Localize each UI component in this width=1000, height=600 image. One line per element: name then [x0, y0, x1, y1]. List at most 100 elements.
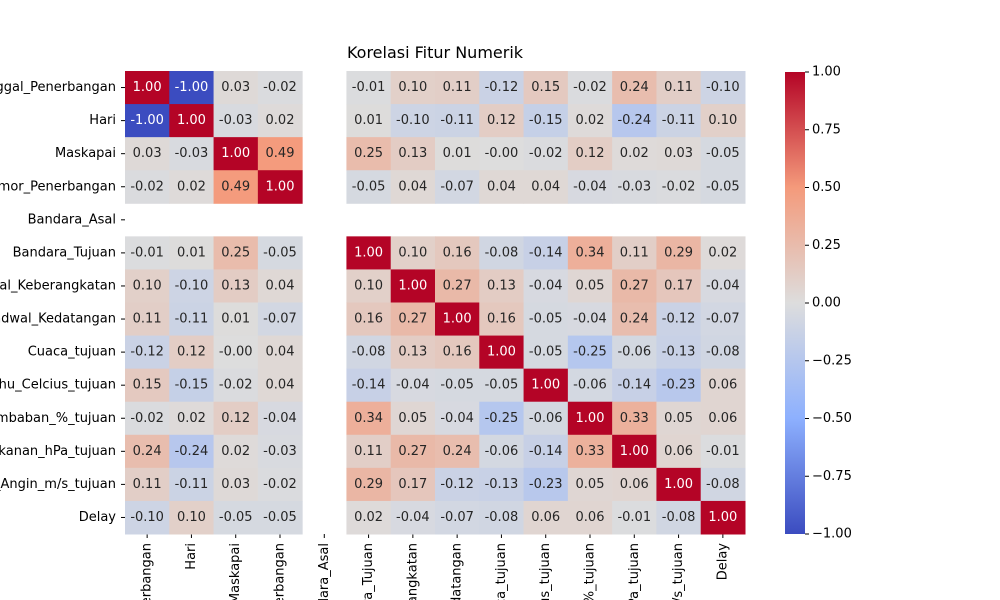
heatmap-cell [435, 104, 480, 138]
heatmap-cell [390, 401, 436, 436]
y-tick-label: Delay [79, 510, 117, 525]
heatmap-cell [567, 302, 613, 337]
cell-label: 0.33 [620, 411, 649, 426]
cell-label: 0.17 [398, 477, 427, 492]
cell-label: -0.04 [396, 510, 430, 525]
heatmap-cell [567, 368, 613, 403]
cell-label: 0.27 [443, 278, 472, 293]
heatmap-cell [125, 269, 170, 303]
cell-label: -0.10 [130, 510, 164, 525]
heatmap-cell [125, 467, 170, 502]
x-tick-label: Jadwal_Kedatangan [450, 543, 465, 600]
heatmap-cell [435, 137, 480, 171]
cell-label: 0.24 [620, 312, 649, 327]
cell-label: -0.05 [263, 245, 297, 260]
heatmap-cell [346, 401, 392, 436]
heatmap-cell [479, 401, 525, 436]
heatmap-cell [390, 467, 436, 502]
cell-label: 0.05 [664, 411, 693, 426]
cell-label: 0.13 [398, 345, 427, 360]
cell-label: -0.11 [175, 312, 209, 327]
cell-label: -0.23 [662, 378, 696, 393]
cell-label: 0.05 [398, 411, 427, 426]
x-tick-label: Maskapai [228, 543, 243, 600]
colorbar-tick-label: −1.00 [812, 527, 852, 542]
x-tick-label: Tanggal_Penerbangan [140, 543, 155, 600]
heatmap-cell [169, 500, 215, 535]
cell-label: 0.13 [398, 146, 427, 161]
y-tick-label: Maskapai [55, 146, 116, 161]
cell-label: -0.02 [662, 179, 696, 194]
heatmap-cell [390, 236, 436, 270]
cell-label: 1.00 [133, 80, 162, 95]
cell-label: 0.03 [221, 477, 250, 492]
heatmap-cell [523, 170, 569, 204]
cell-label: 0.04 [266, 378, 295, 393]
cell-label: -0.01 [352, 80, 386, 95]
colorbar-tick-label: −0.75 [812, 469, 852, 484]
heatmap-cell [346, 434, 392, 469]
heatmap-cell [213, 236, 259, 270]
heatmap-cell [700, 368, 746, 403]
heatmap-cell [479, 137, 525, 171]
cell-label: 0.04 [266, 278, 295, 293]
heatmap-cell [567, 500, 613, 535]
x-tick-label: Bandara_Asal [317, 543, 332, 600]
cell-label: -1.00 [130, 113, 164, 128]
y-tick-label: Nomor_Penerbangan [0, 179, 116, 194]
heatmap-cell [390, 269, 436, 303]
heatmap-cell [523, 434, 569, 469]
colorbar-tick-label: −0.25 [812, 353, 852, 368]
cell-label: -0.03 [219, 113, 253, 128]
y-tick-label: Kelembaban_%_tujuan [0, 411, 116, 426]
cell-label: 0.15 [531, 80, 560, 95]
cell-label: 1.00 [221, 146, 250, 161]
cell-label: 0.49 [221, 179, 250, 194]
cell-label: -0.04 [529, 278, 563, 293]
y-tick-label: Tanggal_Penerbangan [0, 80, 116, 95]
heatmap-cell [257, 170, 303, 204]
cell-label: 1.00 [576, 411, 605, 426]
cell-label: -0.05 [706, 179, 740, 194]
y-tick-label: Hari [89, 113, 116, 128]
x-tick-label: Bandara_Tujuan [361, 543, 376, 600]
cell-label: -1.00 [175, 80, 209, 95]
heatmap-cell [169, 71, 215, 105]
cell-label: -0.05 [706, 146, 740, 161]
cell-label: -0.02 [130, 411, 164, 426]
heatmap-cell [435, 335, 480, 370]
heatmap-cell [125, 368, 170, 403]
heatmap-cell [435, 236, 480, 270]
cell-label: -0.04 [706, 278, 740, 293]
cell-label: 0.05 [576, 477, 605, 492]
cell-label: 0.03 [133, 146, 162, 161]
x-tick-label: Cuaca_tujuan [494, 543, 509, 600]
cell-label: -0.07 [706, 312, 740, 327]
heatmap-cell [125, 104, 170, 138]
heatmap-cell [612, 269, 657, 303]
cell-label: 0.04 [531, 179, 560, 194]
y-tick-label: Jadwal_Kedatangan [0, 312, 116, 327]
cell-label: 0.16 [443, 245, 472, 260]
heatmap-cell [346, 302, 392, 337]
heatmap-cell [213, 302, 259, 337]
heatmap-cell [435, 500, 480, 535]
cell-label: 0.06 [531, 510, 560, 525]
cell-label: -0.11 [175, 477, 209, 492]
heatmap-cell [567, 170, 613, 204]
cell-label: -0.12 [130, 345, 164, 360]
cell-label: -0.08 [662, 510, 696, 525]
heatmap-cell [656, 434, 702, 469]
cell-label: 0.01 [221, 312, 250, 327]
heatmap-cell [700, 302, 746, 337]
cell-label: 0.29 [664, 245, 693, 260]
cell-label: -0.06 [617, 345, 651, 360]
cell-label: -0.08 [706, 345, 740, 360]
heatmap-cell [612, 236, 657, 270]
heatmap-cell [567, 104, 613, 138]
heatmap-cell [567, 335, 613, 370]
cell-label: 0.13 [487, 278, 516, 293]
heatmap-cell [567, 236, 613, 270]
y-tick-label: Tekanan_hPa_tujuan [0, 444, 116, 459]
